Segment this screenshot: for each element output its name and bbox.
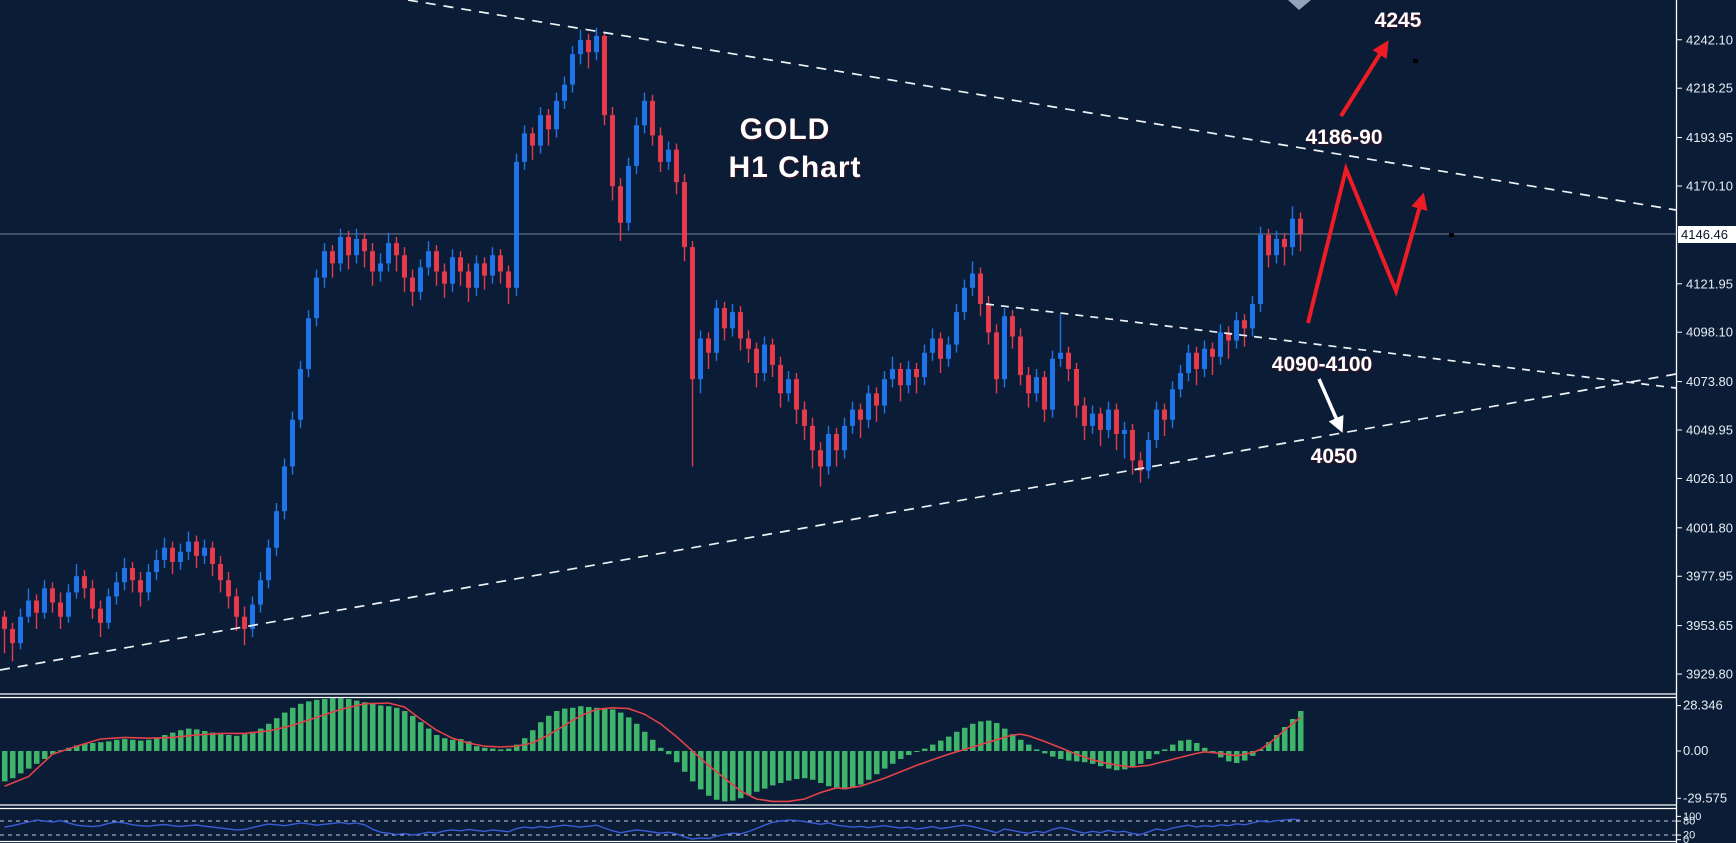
macd-axis-label: -29.575	[1683, 790, 1727, 805]
macd-axis-label: 28.346	[1683, 698, 1723, 713]
chart-symbol-title: GOLD	[739, 113, 831, 146]
price-axis-label: 4098.10	[1686, 325, 1733, 340]
oscillator-axis-label: 0	[1683, 834, 1689, 843]
price-axis-label: 4026.10	[1686, 471, 1733, 486]
price-axis-label: 4193.95	[1686, 130, 1733, 145]
price-axis-label: 4170.10	[1686, 178, 1733, 193]
price-axis-label: 4073.80	[1686, 374, 1733, 389]
oscillator-axis-label: 20	[1683, 830, 1695, 842]
marker-dot	[1413, 59, 1418, 63]
macd-panel	[2, 698, 1304, 803]
projection-zigzag-arrow	[1306, 162, 1428, 324]
current-price-tag: 4146.46	[1678, 226, 1736, 243]
annotation-target-4245: 4245	[1374, 9, 1422, 32]
price-axis-label: 4218.25	[1686, 81, 1733, 96]
trendline-inner-resistance	[985, 303, 1677, 389]
chevron-down-icon	[1288, 0, 1311, 10]
oscillator-axis-label: 80	[1683, 816, 1695, 828]
trendlines-layer[interactable]	[0, 0, 1677, 671]
annotation-resistance-zone: 4186-90	[1305, 126, 1383, 149]
candles-layer	[2, 27, 1303, 662]
oscillator-line	[4, 818, 1301, 840]
drawn-arrows-layer[interactable]	[1288, 0, 1454, 433]
trendline-upper-resistance	[407, 0, 1677, 211]
price-axis-label: 4049.95	[1686, 423, 1733, 438]
chart-timeframe-title: H1 Chart	[728, 151, 862, 184]
arrow-to-4245-arrow	[1339, 40, 1389, 118]
macd-axis-label: 0.00	[1683, 743, 1708, 758]
marker-dot	[1449, 233, 1454, 237]
price-axis-label: 4121.95	[1686, 276, 1733, 291]
oscillator-panel	[0, 818, 1676, 840]
annotation-support-zone: 4090-4100	[1271, 353, 1373, 376]
trendline-ascending-support	[0, 373, 1677, 671]
price-axis-label: 3929.80	[1686, 667, 1733, 682]
panel-dividers	[0, 0, 1678, 843]
price-axis-label: 3977.95	[1686, 569, 1733, 584]
price-axis-label: 3953.65	[1686, 618, 1733, 633]
price-axis-label: 4242.10	[1686, 32, 1733, 47]
price-axis-label: 4001.80	[1686, 520, 1733, 535]
price-axis: 4242.10 4218.25 4193.95 4170.10 4121.95 4098.…	[1676, 32, 1733, 843]
arrow-to-4050-arrow	[1317, 378, 1344, 433]
macd-signal-line	[4, 702, 1301, 803]
oscillator-axis-label: 100	[1683, 811, 1701, 823]
annotation-support-low: 4050	[1310, 445, 1358, 468]
